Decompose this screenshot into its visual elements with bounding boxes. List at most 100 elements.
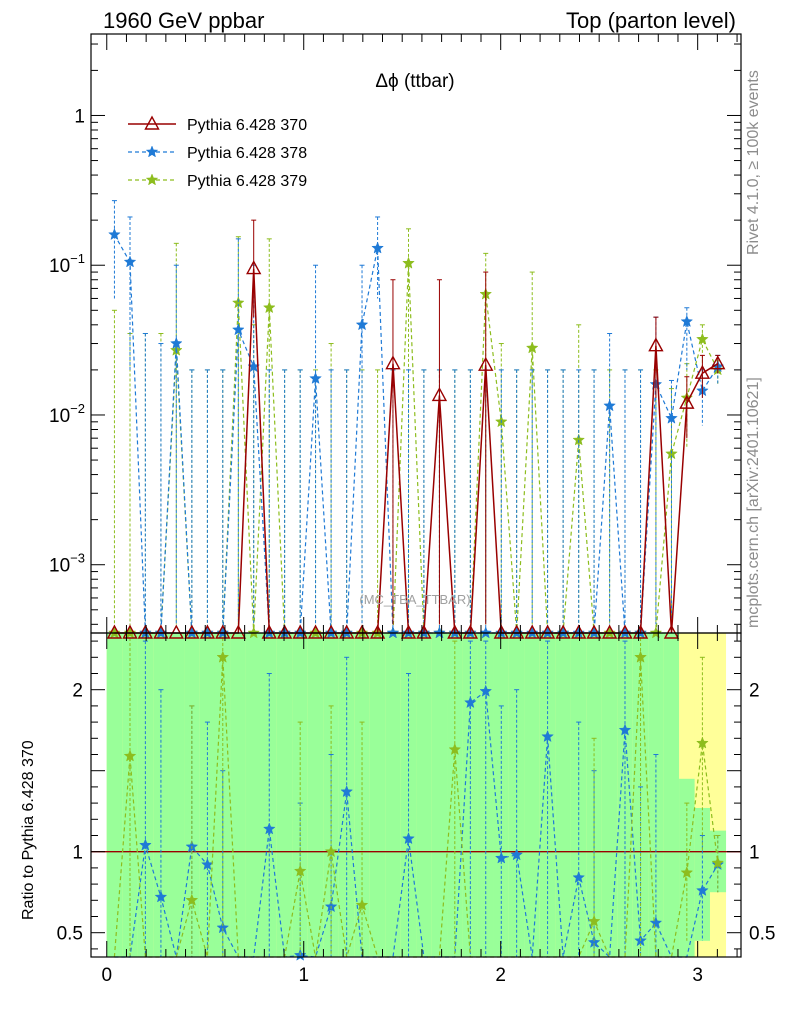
ratio-point-s378 xyxy=(618,723,632,736)
ratio-point-s378 xyxy=(572,870,586,884)
x-tick-label: 1 xyxy=(298,965,309,986)
ratio-point-s379 xyxy=(293,864,307,877)
ratio-point-s378 xyxy=(541,730,554,743)
zero-point-s370 xyxy=(323,624,339,639)
data-point-s378 xyxy=(309,371,322,384)
y-tick-label-base: 10 xyxy=(49,556,70,577)
ratio-point-s379 xyxy=(324,845,338,858)
zero-point-s370 xyxy=(137,624,154,639)
zero-point-s370 xyxy=(215,624,231,639)
ratio-point-s378 xyxy=(510,848,524,861)
ratio-y-tick-label-right: 1 xyxy=(749,843,760,864)
data-point-s379 xyxy=(696,332,709,345)
zero-point-s370 xyxy=(261,624,277,639)
zero-point-s370 xyxy=(493,624,509,639)
zero-point-s370 xyxy=(524,624,540,639)
ratio-line-s378 xyxy=(114,690,719,959)
ratio-y-tick-label-right: 2 xyxy=(749,681,760,702)
band-inner-bin xyxy=(462,633,479,957)
legend-label-s379: Pythia 6.428 379 xyxy=(187,173,307,190)
zero-point-s370 xyxy=(416,624,432,639)
x-tick-label: 3 xyxy=(692,965,703,986)
y-tick-label-base: 10 xyxy=(49,256,70,277)
ratio-point-s379 xyxy=(448,742,462,756)
data-point-s370 xyxy=(385,355,401,370)
ratio-y-tick-label-left: 1 xyxy=(72,843,83,864)
ratio-point-s378 xyxy=(139,838,152,851)
zero-point-s370 xyxy=(539,624,556,639)
band-inner-bin xyxy=(539,633,556,957)
zero-point-s370 xyxy=(447,624,463,639)
y-tick-label-exponent: −3 xyxy=(70,551,85,566)
legend-marker-s370 xyxy=(144,115,160,130)
ratio-point-s379 xyxy=(123,749,137,762)
plot-title: Δϕ (ttbar) xyxy=(375,71,454,92)
ratio-point-s378 xyxy=(340,785,354,798)
band-inner-bin xyxy=(477,633,495,957)
data-point-s378 xyxy=(231,323,245,336)
x-tick-label: 0 xyxy=(101,965,112,986)
ratio-panel xyxy=(91,632,741,961)
band-inner-bin xyxy=(431,633,448,957)
ratio-point-s378 xyxy=(696,883,709,896)
zero-point-s370 xyxy=(632,624,649,639)
data-point-s370 xyxy=(710,355,726,370)
zero-point-s370 xyxy=(184,624,200,639)
ratio-point-s378 xyxy=(494,851,508,864)
ratio-point-s379 xyxy=(216,650,230,663)
band-inner-bin xyxy=(601,633,618,957)
data-point-s378 xyxy=(680,314,694,328)
zero-point-s370 xyxy=(230,624,247,639)
y-tick-label: 10−3 xyxy=(49,551,85,577)
data-point-s378 xyxy=(371,241,384,254)
series-line-s379 xyxy=(114,263,719,634)
rivet-version-label: Rivet 4.1.0, ≥ 100k events xyxy=(745,70,762,255)
zero-point-s370 xyxy=(354,624,370,639)
band-inner-bin xyxy=(245,633,262,957)
data-point-s370 xyxy=(679,394,695,409)
data-point-s378 xyxy=(108,228,121,241)
watermark-label: (MC_TBA_TTBAR) xyxy=(359,592,470,607)
data-point-s378 xyxy=(123,255,137,268)
ratio-point-s378 xyxy=(479,684,493,697)
zero-point-s370 xyxy=(369,624,386,639)
band-inner-bin xyxy=(524,633,541,957)
ratio-point-s378 xyxy=(154,890,168,903)
data-point-s370 xyxy=(431,386,448,402)
main-panel xyxy=(106,200,726,639)
header-left-label: 1960 GeV ppbar xyxy=(103,8,265,33)
zero-point-s370 xyxy=(571,624,587,639)
band-inner-bin xyxy=(184,633,201,957)
ratio-point-s379 xyxy=(587,914,601,927)
y-tick-label-exponent: −1 xyxy=(70,251,85,266)
legend-marker-s379 xyxy=(145,173,159,186)
band-inner-bin xyxy=(106,633,123,957)
legend-label-s378: Pythia 6.428 378 xyxy=(187,145,307,162)
band-inner-bin xyxy=(416,633,433,957)
zero-point-s370 xyxy=(586,624,602,639)
ratio-y-tick-label-left: 0.5 xyxy=(57,924,83,945)
zero-point-s370 xyxy=(617,624,633,639)
data-point-s378 xyxy=(603,399,616,412)
legend-label-s370: Pythia 6.428 370 xyxy=(187,117,307,134)
ratio-point-s379 xyxy=(711,856,725,869)
zero-point-s370 xyxy=(400,624,417,639)
data-point-s378 xyxy=(169,336,183,349)
zero-point-s370 xyxy=(168,624,184,639)
zero-point-s370 xyxy=(462,624,479,639)
band-inner-bin xyxy=(230,633,247,957)
band-inner-bin xyxy=(137,633,154,957)
zero-point-s370 xyxy=(106,624,123,639)
band-inner-bin xyxy=(307,633,324,957)
legend: Pythia 6.428 370 Pythia 6.428 378 Pythia 6… xyxy=(128,115,307,190)
data-point-s370 xyxy=(478,356,494,371)
y-tick-label-base: 10 xyxy=(49,406,70,427)
y-tick-label: 10−2 xyxy=(49,401,85,427)
y-tick-label-exponent: −2 xyxy=(70,401,85,416)
ratio-point-s378 xyxy=(464,696,477,709)
ratio-point-s378 xyxy=(649,916,663,929)
ratio-point-s379 xyxy=(355,898,369,911)
data-point-s379 xyxy=(262,301,276,314)
x-tick-label: 2 xyxy=(495,965,506,986)
data-point-s370 xyxy=(246,260,262,275)
